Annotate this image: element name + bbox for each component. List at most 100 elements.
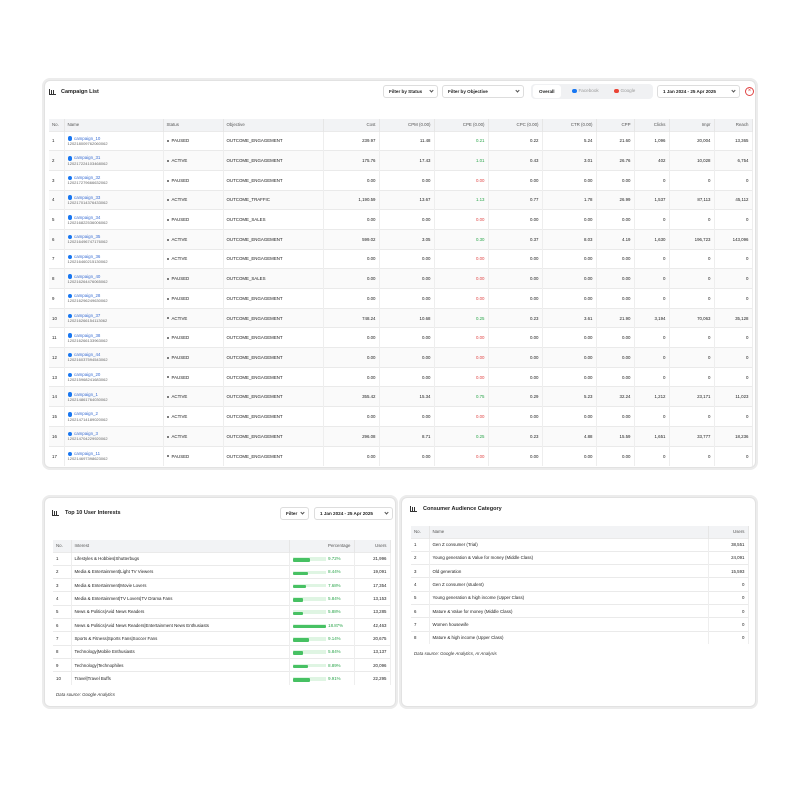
row-number: 4	[49, 189, 65, 210]
metric: 0	[714, 209, 753, 230]
interest-row: 3 Media & Entertainment|Movie Lovers 7.68%…	[53, 578, 391, 592]
objective: OUTCOME_ENGAGEMENT	[223, 327, 324, 348]
tab-overall[interactable]: Overall	[533, 85, 561, 98]
campaign-name[interactable]: campaign_10	[74, 135, 101, 141]
metric: 0.00	[323, 366, 380, 387]
campaign-name[interactable]: campaign_11	[74, 451, 101, 457]
percentage-label: 8.89%	[328, 662, 341, 668]
campaign-name[interactable]: campaign_44	[74, 352, 101, 358]
campaign-name[interactable]: campaign_2	[74, 411, 98, 417]
metric: 0	[714, 248, 753, 269]
audience-row: 6 Mature & Value for money (Middle Class)…	[411, 603, 749, 618]
metric: 0.00	[488, 288, 543, 309]
date-range[interactable]: 1 Jan 2024 - 25 Apr 2025	[657, 85, 740, 98]
status-cell: ACTIVE	[163, 189, 224, 210]
status-cell: PAUSED	[163, 169, 224, 191]
campaign-name[interactable]: campaign_20	[74, 372, 101, 378]
label: 1 Jan 2024 - 25 Apr 2025	[320, 511, 373, 516]
filter-objective[interactable]: Filter by Objective	[442, 85, 524, 98]
column-header: CPC (0.00)	[488, 119, 543, 131]
facebook-icon	[67, 293, 72, 299]
name-line: campaign_20	[67, 372, 160, 378]
percentage-track	[292, 570, 327, 576]
name: Young generation & Value for money (Midd…	[429, 550, 709, 565]
objective: OUTCOME_ENGAGEMENT	[223, 228, 324, 250]
campaign-name[interactable]: campaign_28	[74, 293, 101, 299]
name-cell: campaign_32 120217279666632062	[64, 169, 164, 191]
percentage-track	[292, 583, 327, 589]
campaign-row: 1 campaign_10 120218009762060062 PAUSED OUTC…	[49, 130, 753, 151]
column-header: Status	[163, 119, 224, 131]
column-header: Name	[429, 526, 709, 538]
percentage-bar	[292, 624, 327, 629]
status-dot	[166, 435, 169, 438]
row-number: 4	[53, 591, 72, 606]
metric: 5.23	[542, 386, 597, 407]
campaign-name[interactable]: campaign_40	[74, 273, 101, 279]
objective: OUTCOME_ENGAGEMENT	[223, 347, 324, 368]
metric: 0	[634, 366, 670, 387]
filter-status[interactable]: Filter by Status	[383, 85, 438, 98]
audience-row: 5 Young generation & high income (Upper C…	[411, 590, 749, 605]
metric: 3.61	[542, 307, 597, 328]
percentage-track	[292, 663, 327, 669]
audience-row: 8 Mature & high income (Upper Class) 0	[411, 630, 749, 645]
campaign-table: No. Name Status Objective Cost CPM (0.00) CPE …	[49, 119, 753, 466]
metric: 143,096	[714, 228, 753, 250]
status-cell: PAUSED	[163, 445, 224, 466]
percentage-bar	[292, 584, 307, 589]
percentage-label: 9.91%	[328, 676, 341, 682]
campaign-name[interactable]: campaign_32	[74, 175, 101, 181]
campaign-name[interactable]: campaign_3	[74, 431, 98, 437]
metric: 0.00	[488, 209, 543, 230]
campaign-name[interactable]: campaign_1	[74, 391, 98, 397]
tab-facebook[interactable]: Facebook	[567, 85, 604, 98]
campaign-name[interactable]: campaign_35	[74, 234, 101, 240]
percentage-label: 9.72%	[328, 556, 341, 562]
campaign-name[interactable]: campaign_34	[74, 214, 101, 220]
campaign-name[interactable]: campaign_38	[74, 332, 101, 338]
label: Filter by Objective	[448, 89, 488, 94]
tab-google[interactable]: Google	[609, 85, 640, 98]
header-row: No. Name Status Objective Cost CPM (0.00) CPE …	[49, 119, 753, 131]
metric: 45,112	[714, 189, 753, 210]
date-range[interactable]: 1 Jan 2024 - 25 Apr 2025	[314, 507, 393, 520]
metric: 0.00	[323, 327, 380, 348]
metric: 0.00	[542, 406, 597, 427]
users: 20,096	[354, 657, 391, 672]
close-button[interactable]: ×	[745, 87, 754, 96]
campaign-id: 120214697398623062	[67, 456, 108, 462]
status-cell: ACTIVE	[163, 386, 224, 407]
status-dot	[166, 455, 169, 458]
percentage-label: 5.84%	[328, 649, 341, 655]
metric: 0.77	[488, 189, 543, 210]
campaign-name[interactable]: campaign_33	[74, 194, 101, 200]
metric: 0	[669, 288, 715, 309]
metric: 23,171	[669, 386, 715, 407]
campaign-name[interactable]: campaign_36	[74, 253, 101, 259]
metric: 1,212	[634, 386, 670, 407]
metric: 0.00	[379, 209, 435, 230]
campaign-name[interactable]: campaign_31	[74, 155, 101, 161]
name-cell: campaign_11 120214697398623062	[64, 445, 164, 466]
interest-row: 2 Media & Entertainment|Light TV Viewers 8…	[53, 564, 391, 579]
row-number: 7	[411, 617, 430, 632]
row-number: 7	[53, 631, 72, 646]
status-dot	[166, 238, 169, 241]
metric: 0.00	[379, 169, 435, 191]
metric: 0	[669, 327, 715, 348]
metric: 0.00	[488, 445, 543, 466]
interest-row: 9 Technology|Technophiles 8.89% 20,096	[53, 657, 391, 672]
column-header: No.	[53, 540, 72, 552]
campaign-name[interactable]: campaign_37	[74, 312, 101, 318]
percentage-bar	[292, 571, 308, 576]
metric: 0	[634, 347, 670, 368]
metric: 0.00	[323, 268, 380, 289]
column-header: No.	[49, 119, 65, 131]
row-number: 8	[49, 268, 65, 289]
campaign-row: 10 campaign_37 120216266154113062 ACTIVE OUT…	[49, 307, 753, 328]
filter-button[interactable]: Filter	[280, 507, 309, 520]
row-number: 5	[49, 209, 65, 230]
campaign-row: 15 campaign_2 120214714189020062 ACTIVE OUTC…	[49, 406, 753, 427]
